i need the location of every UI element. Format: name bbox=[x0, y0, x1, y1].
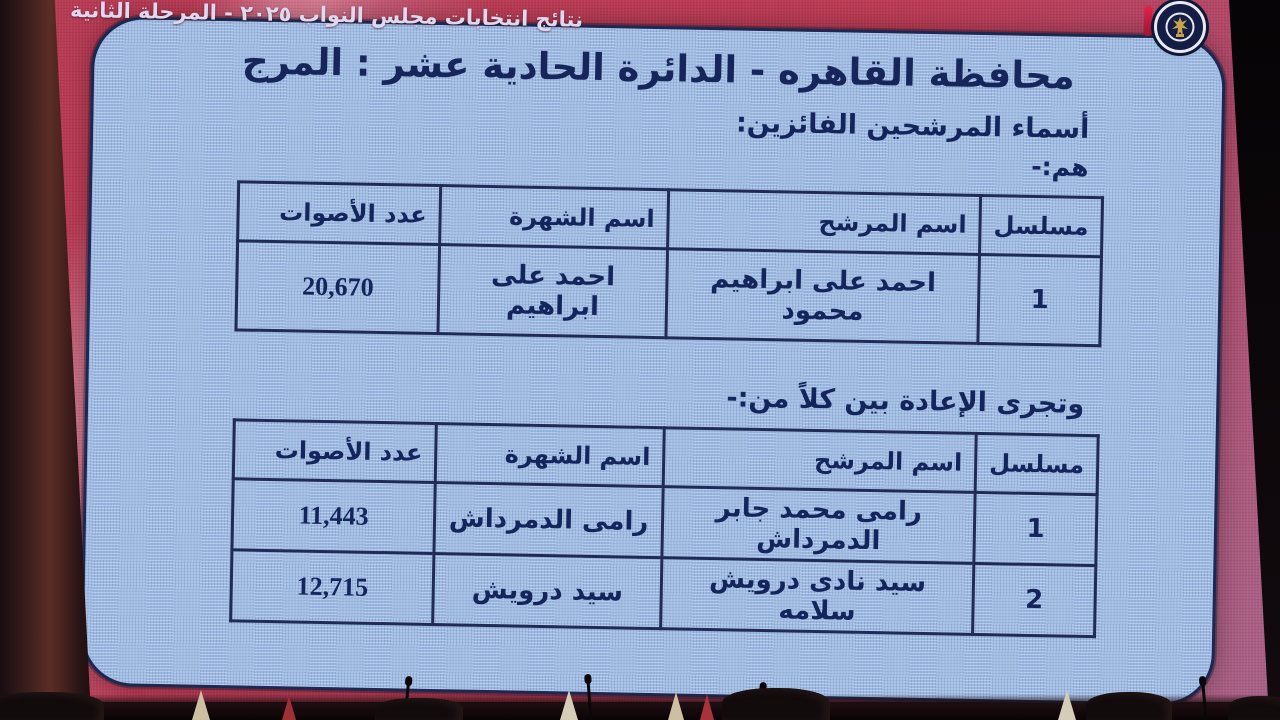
serial-cell: 1 bbox=[973, 492, 1098, 566]
runoff-table: مسلسل اسم المرشح اسم الشهرة عدد الأصوات … bbox=[229, 418, 1100, 638]
alias-cell: احمد على ابراهيم bbox=[438, 244, 668, 338]
winners-table: مسلسل اسم المرشح اسم الشهرة عدد الأصوات … bbox=[235, 180, 1105, 347]
candidate-name-cell: سيد نادى درويش سلامه bbox=[660, 557, 974, 635]
serial-cell: 1 bbox=[977, 254, 1102, 346]
column-header-alias: اسم الشهرة bbox=[439, 185, 669, 249]
header-separator-bar bbox=[1143, 5, 1153, 37]
votes-cell: 20,670 bbox=[236, 240, 440, 334]
votes-cell: 12,715 bbox=[230, 549, 435, 625]
alias-cell: سيد درويش bbox=[432, 553, 662, 629]
elections-authority-logo-icon bbox=[1154, 1, 1206, 53]
column-header-candidate: اسم المرشح bbox=[667, 189, 981, 255]
column-header-candidate: اسم المرشح bbox=[663, 427, 977, 493]
alias-cell: رامى الدمرداش bbox=[434, 482, 664, 558]
screen-header-title: نتائج انتخابات مجلس النواب ٢٠٢٥ - المرحل… bbox=[69, 0, 584, 32]
column-header-serial: مسلسل bbox=[979, 195, 1103, 257]
candidate-name-cell: رامى محمد جابر الدمرداش bbox=[661, 486, 976, 564]
table-row: 2 سيد نادى درويش سلامه سيد درويش 12,715 bbox=[230, 549, 1096, 637]
candidate-name-cell: احمد على ابراهيم محمود bbox=[666, 248, 980, 344]
table-row: 1 احمد على ابراهيم محمود احمد على ابراهي… bbox=[236, 240, 1102, 346]
slide-content: محافظة القاهره - الدائرة الحادية عشر : ا… bbox=[83, 37, 1223, 707]
column-header-serial: مسلسل bbox=[975, 433, 1099, 495]
serial-cell: 2 bbox=[972, 563, 1096, 637]
runoff-heading: وتجرى الإعادة بين كلاً من:- bbox=[726, 382, 1085, 420]
results-slide: محافظة القاهره - الدائرة الحادية عشر : ا… bbox=[79, 15, 1227, 707]
votes-cell: 11,443 bbox=[232, 478, 436, 554]
column-header-votes: عدد الأصوات bbox=[233, 419, 437, 483]
column-header-alias: اسم الشهرة bbox=[435, 423, 665, 487]
column-header-votes: عدد الأصوات bbox=[237, 181, 441, 245]
eagle-emblem-icon bbox=[1164, 11, 1196, 43]
